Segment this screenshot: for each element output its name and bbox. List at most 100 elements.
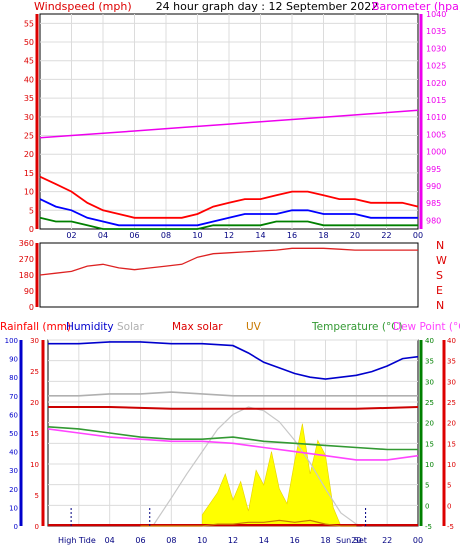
humidity-line xyxy=(48,341,419,380)
legend-item: Dew Point (°C) xyxy=(393,321,460,333)
graph-title: 24 hour graph day : 12 September 2022 xyxy=(156,0,379,13)
direction-panel-frame xyxy=(39,242,419,308)
temperature-tick-label: 20 xyxy=(425,420,434,428)
hour-tick-label: 06 xyxy=(135,536,145,545)
wind-left-axis: 0 5 10 15 20 25 30 35 40 45 50 55 xyxy=(24,14,39,234)
hour-tick-label: 22 xyxy=(381,231,391,240)
compass-label: E xyxy=(436,284,443,297)
dewpoint-tick-label: 20 xyxy=(447,420,456,428)
wind-x-axis: 02 04 06 08 10 12 14 16 18 20 22 00 xyxy=(66,231,423,240)
barometer-line xyxy=(39,109,419,139)
barometer-tick-label: 1035 xyxy=(426,27,446,36)
temperature-tick-label: 5 xyxy=(425,482,429,490)
barometer-tick-label: 1000 xyxy=(426,148,446,157)
hour-tick-label: 06 xyxy=(129,231,139,240)
direction-axis: 0 90 180 270 360 xyxy=(19,239,39,312)
humidity-tick-label: 10 xyxy=(30,461,39,469)
hour-tick-label: 04 xyxy=(105,536,115,545)
conditions-grid xyxy=(48,339,418,526)
hour-tick-label: 04 xyxy=(98,231,108,240)
wind-average-line xyxy=(39,198,418,227)
conditions-series xyxy=(47,341,419,527)
barometer-tick-label: 980 xyxy=(426,216,441,225)
barometer-tick-label: 990 xyxy=(426,182,441,191)
wind-tick-label: 0 xyxy=(29,225,34,234)
barometer-tick-label: 1010 xyxy=(426,113,446,122)
wind-tick-label: 40 xyxy=(24,75,34,84)
legend-item: Humidity xyxy=(66,321,114,333)
temperature-tick-label: 35 xyxy=(425,358,434,366)
rainfall-tick-label: 80 xyxy=(9,374,18,382)
compass-label: N xyxy=(436,299,444,312)
humidity-tick-label: 0 xyxy=(35,523,39,531)
max-solar-curve xyxy=(152,406,365,527)
rainfall-tick-label: 100 xyxy=(5,337,18,345)
compass-label: N xyxy=(436,239,444,252)
dewpoint-tick-label: 10 xyxy=(447,461,456,469)
hour-tick-label: 10 xyxy=(192,231,202,240)
solar-line xyxy=(48,391,418,397)
rainfall-tick-label: 0 xyxy=(14,523,18,531)
dewpoint-tick-label: -5 xyxy=(447,523,454,531)
rainfall-tick-label: 40 xyxy=(9,449,18,457)
temperature-line xyxy=(47,426,418,451)
humidity-tick-label: 20 xyxy=(30,399,39,407)
hour-tick-label: 18 xyxy=(320,536,330,545)
barometer-tick-label: 995 xyxy=(426,165,441,174)
wind-series xyxy=(39,109,419,230)
rainfall-tick-label: 10 xyxy=(9,504,18,512)
dewpoint-tick-label: 5 xyxy=(447,482,451,490)
hour-tick-label: 16 xyxy=(290,536,300,545)
legend-item: Rainfall (mm) xyxy=(0,321,71,333)
temperature-tick-label: 15 xyxy=(425,440,434,448)
wind-tick-label: 5 xyxy=(29,206,34,215)
solar-fill xyxy=(201,423,342,527)
temperature-tick-label: 30 xyxy=(425,378,434,386)
direction-tick-label: 90 xyxy=(24,287,34,296)
wind-gust-line xyxy=(39,175,419,219)
dewpoint-tick-label: 35 xyxy=(447,358,456,366)
barometer-right-axis: 980 985 990 995 1000 1005 1010 1015 1020 1025 1030… xyxy=(419,10,446,229)
wind-minimum-line xyxy=(39,216,418,230)
hour-tick-label: 18 xyxy=(318,231,328,240)
rainfall-tick-label: 30 xyxy=(9,467,18,475)
compass-label: W xyxy=(436,254,447,267)
wind-panel-grid xyxy=(40,14,418,229)
temperature-tick-label: 0 xyxy=(425,502,429,510)
wind-direction-line xyxy=(39,247,418,276)
barometer-tick-label: 1040 xyxy=(426,10,446,19)
sunset-label: Sun Set xyxy=(336,536,367,545)
humidity-tick-label: 15 xyxy=(30,430,39,438)
hour-tick-label: 00 xyxy=(413,536,423,545)
dewpoint-tick-label: 15 xyxy=(447,440,456,448)
hour-tick-label: 22 xyxy=(382,536,392,545)
temperature-tick-label: 40 xyxy=(425,337,434,345)
legend-item: UV xyxy=(246,321,262,333)
wind-tick-label: 10 xyxy=(24,188,34,197)
hour-tick-label: 20 xyxy=(350,231,360,240)
rainfall-tick-label: 70 xyxy=(9,393,18,401)
wind-tick-label: 20 xyxy=(24,150,34,159)
hour-tick-label: 10 xyxy=(197,536,207,545)
dewpoint-tick-label: 40 xyxy=(447,337,456,345)
temperature-tick-label: 10 xyxy=(425,461,434,469)
wind-tick-label: 45 xyxy=(24,57,34,66)
legend-item: Temperature (°C) xyxy=(311,321,403,333)
barometer-tick-label: 1015 xyxy=(426,96,446,105)
dewpoint-tick-label: 30 xyxy=(447,378,456,386)
direction-tick-label: 360 xyxy=(19,239,34,248)
max-solar-line xyxy=(48,406,419,410)
wind-tick-label: 25 xyxy=(24,132,34,141)
barometer-tick-label: 1025 xyxy=(426,62,446,71)
barometer-tick-label: 1020 xyxy=(426,79,446,88)
windspeed-axis-title: Windspeed (mph) xyxy=(34,0,132,13)
legend-item: Solar xyxy=(117,321,144,333)
rainfall-tick-label: 90 xyxy=(9,356,18,364)
high-tide-label: High Tide xyxy=(58,536,96,545)
direction-tick-label: 270 xyxy=(19,255,34,264)
barometer-axis-title: Barometer (hpa) xyxy=(372,0,460,13)
dewpoint-tick-label: 0 xyxy=(447,502,451,510)
